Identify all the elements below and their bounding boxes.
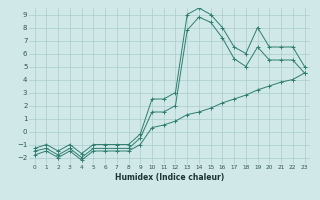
X-axis label: Humidex (Indice chaleur): Humidex (Indice chaleur) [115,173,224,182]
